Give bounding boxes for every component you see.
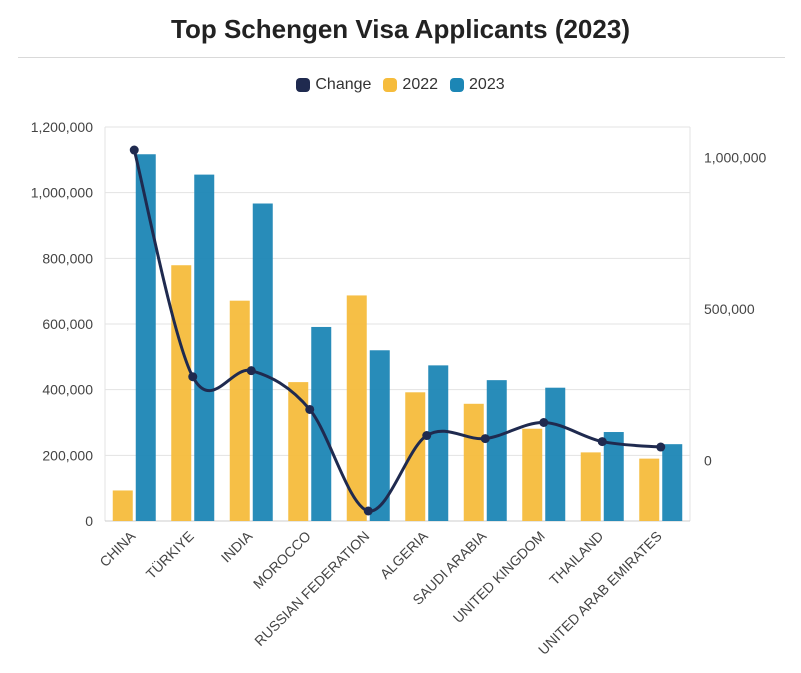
bar-2023 (311, 326, 332, 521)
bar-2022 (639, 458, 660, 521)
bar-2022 (346, 295, 367, 521)
bar-2023 (486, 380, 507, 521)
y-tick-label: 800,000 (42, 250, 93, 266)
bar-2023 (135, 154, 156, 522)
y-tick-label: 1,200,000 (31, 119, 93, 135)
legend-label-change: Change (315, 76, 372, 93)
y2-tick-label: 500,000 (704, 301, 755, 317)
y2-tick-label: 0 (704, 452, 712, 468)
bar-2022 (171, 265, 192, 521)
point-change (305, 404, 315, 414)
legend-swatch-change (296, 78, 311, 92)
y-tick-label: 200,000 (42, 447, 93, 463)
x-tick-label: ALGERIA (377, 527, 432, 582)
bar-2022 (112, 490, 133, 521)
chart-title: Top Schengen Visa Applicants (2023) (171, 14, 630, 44)
chart-legend: Change 2022 2023 (0, 76, 801, 94)
point-change (539, 418, 549, 427)
point-change (656, 442, 666, 452)
bar-2022 (229, 300, 250, 521)
x-tick-label: MOROCCO (250, 528, 314, 592)
y-tick-label: 1,000,000 (31, 185, 93, 201)
x-tick-label: RUSSIAN FEDERATION (251, 528, 372, 649)
point-change (480, 434, 490, 444)
y-tick-label: 400,000 (42, 382, 93, 398)
legend-label-2022: 2022 (402, 76, 439, 93)
y2-tick-label: 1,000,000 (704, 149, 766, 165)
x-tick-label: TÜRKIYE (142, 527, 197, 582)
bar-2023 (428, 365, 449, 521)
x-tick-label: UNITED ARAB EMIRATES (535, 528, 665, 658)
x-tick-label: CHINA (96, 527, 139, 570)
bar-2023 (545, 387, 566, 521)
legend-label-2023: 2023 (469, 76, 505, 93)
bar-2023 (369, 350, 390, 521)
bar-2023 (194, 174, 215, 521)
legend-item-2023[interactable]: 2023 (450, 76, 505, 94)
bar-2022 (522, 428, 543, 521)
bar-2022 (405, 392, 426, 521)
legend-item-change[interactable]: Change (296, 76, 371, 94)
legend-item-2022[interactable]: 2022 (383, 76, 438, 94)
point-change (363, 506, 373, 516)
bar-2023 (662, 444, 683, 521)
y-tick-label: 600,000 (42, 316, 93, 332)
bar-2022 (288, 382, 309, 521)
legend-swatch-2022 (383, 78, 398, 92)
point-change (597, 437, 607, 447)
x-tick-label: INDIA (218, 527, 256, 565)
bar-2023 (603, 432, 624, 521)
bar-2022 (580, 452, 601, 521)
x-tick-label: THAILAND (546, 528, 606, 588)
bar-2023 (252, 203, 273, 522)
point-change (246, 366, 256, 376)
point-change (188, 372, 198, 382)
y-tick-label: 0 (85, 513, 93, 529)
point-change (129, 145, 139, 155)
point-change (422, 431, 432, 441)
bar-2022 (463, 403, 484, 521)
legend-swatch-2023 (450, 78, 465, 92)
title-divider (18, 57, 785, 58)
